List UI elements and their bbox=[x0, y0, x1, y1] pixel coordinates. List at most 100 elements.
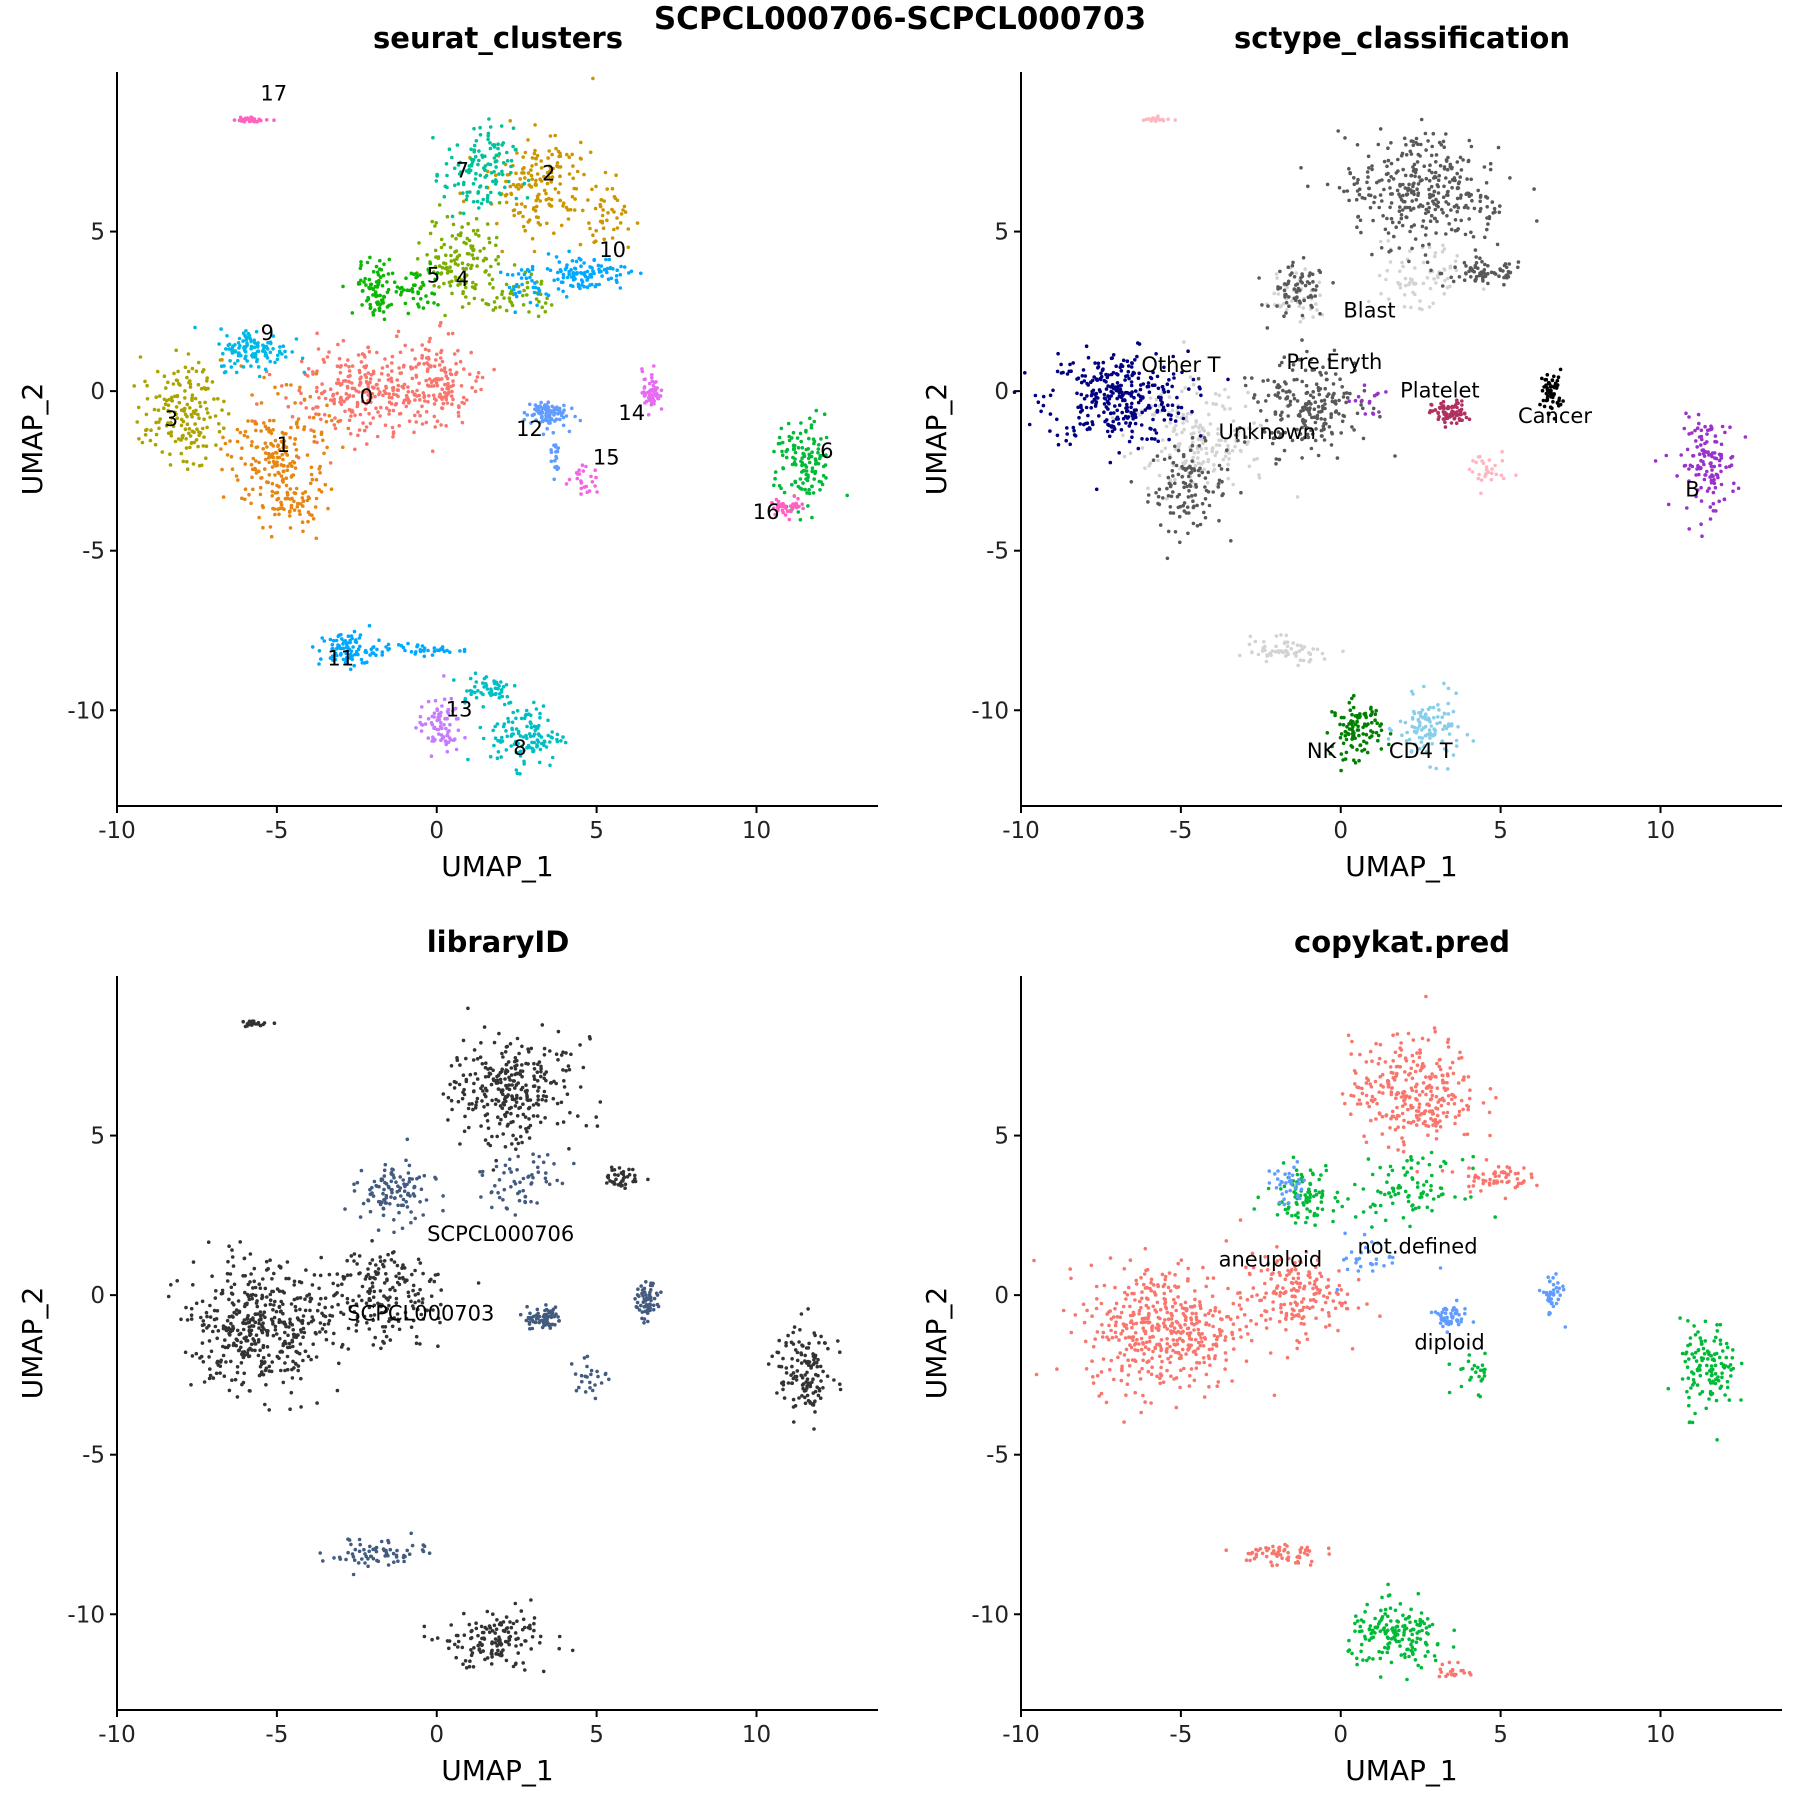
data-point bbox=[1126, 369, 1131, 374]
data-point bbox=[1300, 272, 1304, 276]
data-point bbox=[358, 412, 363, 417]
data-point bbox=[1695, 426, 1700, 431]
data-point bbox=[1295, 377, 1299, 382]
data-point bbox=[1350, 425, 1354, 429]
data-point bbox=[317, 412, 321, 417]
data-point bbox=[1407, 182, 1411, 187]
data-point bbox=[406, 385, 410, 389]
data-point bbox=[363, 365, 368, 370]
data-point bbox=[318, 471, 322, 475]
data-point bbox=[1084, 405, 1089, 410]
data-point bbox=[598, 219, 603, 224]
data-point bbox=[1181, 416, 1186, 421]
data-point bbox=[439, 348, 444, 353]
data-point bbox=[1456, 413, 1460, 417]
data-point bbox=[395, 378, 400, 382]
data-point bbox=[1462, 278, 1467, 283]
data-point bbox=[1443, 747, 1448, 751]
data-point bbox=[449, 394, 454, 398]
data-point bbox=[490, 277, 495, 282]
data-point bbox=[1436, 275, 1440, 280]
data-point bbox=[469, 692, 474, 697]
data-point bbox=[445, 271, 450, 275]
data-point bbox=[1084, 344, 1089, 349]
data-point bbox=[1484, 181, 1489, 185]
data-point bbox=[479, 387, 483, 392]
data-point bbox=[806, 504, 810, 508]
data-point bbox=[477, 158, 481, 163]
data-point bbox=[1093, 361, 1097, 365]
data-point bbox=[164, 386, 168, 390]
data-point bbox=[1226, 395, 1231, 400]
data-point bbox=[1340, 385, 1344, 389]
data-point bbox=[1247, 464, 1252, 469]
data-point bbox=[1351, 725, 1355, 729]
data-point bbox=[1469, 266, 1473, 270]
data-point bbox=[1166, 403, 1170, 408]
data-point bbox=[311, 370, 315, 374]
data-point bbox=[318, 1321, 323, 1325]
data-point bbox=[209, 1349, 214, 1354]
data-point bbox=[590, 187, 594, 192]
data-point bbox=[1377, 205, 1381, 210]
data-point bbox=[309, 428, 313, 432]
data-point bbox=[1176, 505, 1181, 510]
series-11 bbox=[310, 623, 467, 672]
data-point bbox=[1675, 474, 1679, 478]
data-point bbox=[333, 416, 337, 420]
data-point bbox=[346, 634, 351, 638]
data-point bbox=[391, 435, 395, 439]
data-point bbox=[270, 1277, 274, 1281]
data-point bbox=[573, 414, 577, 419]
data-point bbox=[493, 724, 498, 729]
data-point bbox=[321, 357, 326, 362]
data-point bbox=[1213, 392, 1218, 396]
data-point bbox=[597, 270, 602, 274]
data-point bbox=[818, 454, 822, 458]
data-point bbox=[1457, 408, 1462, 413]
data-point bbox=[273, 385, 277, 390]
data-point bbox=[1474, 261, 1479, 265]
data-point bbox=[561, 410, 565, 415]
data-point bbox=[396, 383, 401, 388]
data-point bbox=[1223, 454, 1228, 459]
data-point bbox=[326, 506, 330, 511]
data-point bbox=[526, 138, 530, 142]
data-point bbox=[301, 1335, 305, 1339]
data-point bbox=[1196, 461, 1201, 466]
data-point bbox=[1455, 228, 1459, 233]
data-point bbox=[489, 264, 493, 269]
data-point bbox=[466, 221, 471, 226]
data-point bbox=[1554, 386, 1559, 390]
data-point bbox=[1202, 510, 1206, 515]
data-point bbox=[1089, 406, 1093, 410]
data-point bbox=[459, 278, 464, 282]
data-point bbox=[252, 338, 256, 343]
data-point bbox=[1371, 730, 1375, 735]
data-point bbox=[454, 747, 459, 752]
data-point bbox=[227, 1343, 231, 1348]
data-point bbox=[439, 738, 443, 743]
data-point bbox=[158, 417, 162, 421]
data-point bbox=[445, 173, 449, 178]
data-point bbox=[1367, 401, 1372, 405]
data-point bbox=[1347, 700, 1352, 705]
data-point bbox=[271, 334, 276, 338]
data-point bbox=[474, 695, 479, 700]
data-point bbox=[486, 302, 491, 307]
data-point bbox=[288, 1317, 292, 1322]
data-point bbox=[1405, 205, 1409, 210]
data-point bbox=[1459, 193, 1463, 197]
data-point bbox=[422, 654, 427, 659]
data-point bbox=[557, 260, 562, 264]
data-point bbox=[1358, 743, 1363, 747]
data-point bbox=[448, 368, 453, 372]
data-point bbox=[1185, 505, 1190, 510]
data-point bbox=[774, 497, 779, 502]
data-point bbox=[1447, 732, 1452, 736]
data-point bbox=[336, 419, 341, 424]
data-point bbox=[183, 389, 187, 393]
data-point bbox=[220, 1288, 225, 1293]
data-point bbox=[322, 451, 326, 456]
data-point bbox=[289, 505, 294, 510]
